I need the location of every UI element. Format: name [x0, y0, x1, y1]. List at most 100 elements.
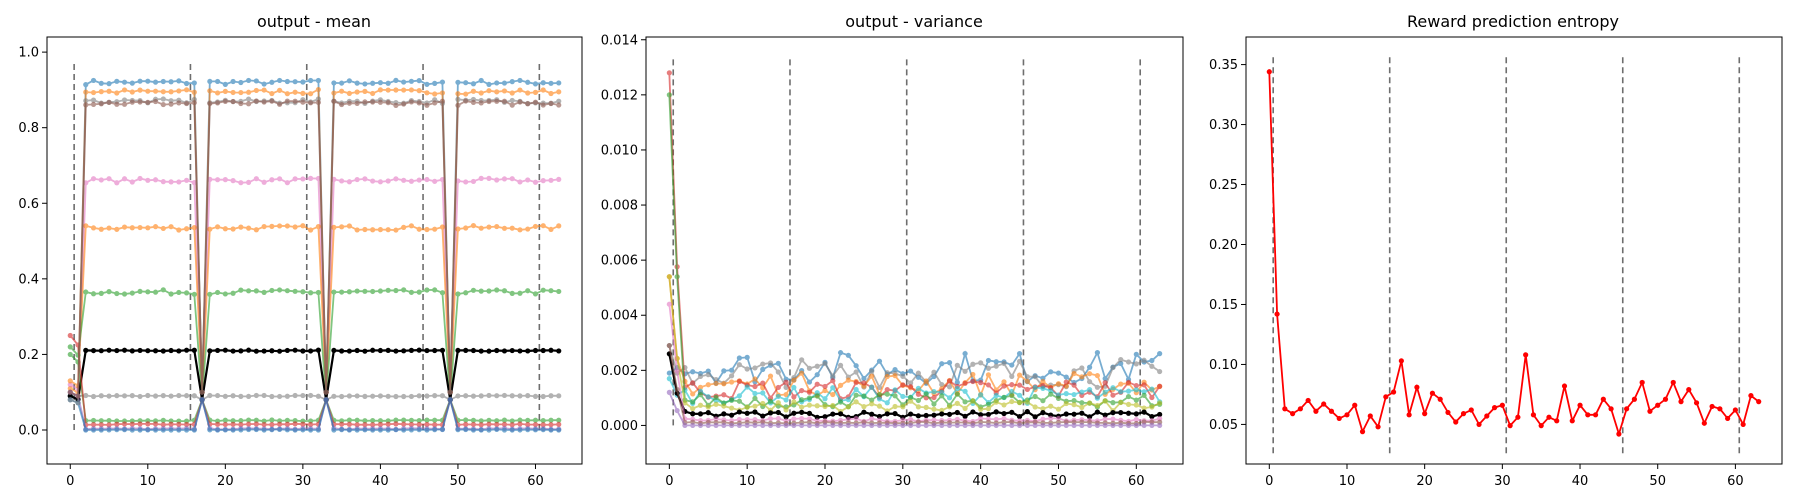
data-series	[666, 274, 1163, 415]
data-point	[300, 289, 306, 295]
data-point	[1079, 400, 1085, 406]
data-point	[1554, 418, 1560, 424]
data-point	[160, 393, 166, 399]
data-point	[152, 289, 159, 295]
data-point	[946, 422, 953, 429]
data-point	[261, 87, 267, 93]
data-point	[509, 97, 515, 104]
data-point	[385, 178, 391, 184]
data-point	[548, 347, 554, 353]
data-point	[690, 406, 696, 412]
data-point	[245, 96, 252, 102]
data-point	[775, 360, 781, 366]
data-point	[1336, 415, 1342, 422]
data-point	[455, 96, 461, 102]
data-point	[277, 421, 283, 427]
data-point	[408, 289, 415, 295]
data-point	[269, 422, 275, 428]
data-point	[401, 417, 407, 423]
data-point	[1009, 388, 1015, 395]
data-point	[845, 397, 851, 403]
data-point	[354, 288, 360, 294]
data-point	[168, 393, 174, 399]
data-point	[501, 417, 508, 423]
data-point	[277, 287, 283, 293]
data-point	[517, 427, 523, 433]
data-point	[284, 78, 290, 85]
data-point	[962, 405, 968, 412]
data-point	[1118, 422, 1124, 429]
data-point	[1016, 392, 1023, 398]
y-tick-label: 0.10	[1209, 358, 1238, 373]
data-point	[752, 409, 758, 415]
data-point	[509, 225, 515, 231]
data-point	[121, 97, 128, 103]
data-point	[682, 400, 688, 406]
data-point	[845, 404, 851, 410]
data-point	[923, 422, 929, 429]
data-point	[1087, 371, 1093, 377]
data-point	[556, 98, 562, 104]
data-point	[385, 227, 391, 233]
data-point	[478, 90, 484, 96]
data-point	[90, 393, 97, 400]
data-point	[978, 380, 984, 386]
data-point	[939, 381, 945, 388]
data-point	[354, 347, 360, 354]
data-point	[83, 427, 89, 433]
data-point	[408, 178, 415, 184]
data-series	[666, 389, 1163, 429]
series-line	[69, 288, 559, 400]
series-line	[668, 304, 1160, 423]
data-point	[1040, 422, 1046, 429]
data-point	[463, 393, 469, 399]
data-point	[393, 417, 399, 423]
data-point	[837, 411, 844, 417]
data-point	[1133, 361, 1139, 367]
data-point	[1297, 406, 1303, 412]
data-point	[222, 81, 228, 87]
series-line	[69, 396, 559, 431]
data-point	[767, 373, 774, 379]
data-point	[1024, 399, 1030, 405]
data-point	[245, 417, 252, 423]
data-point	[315, 77, 321, 84]
data-point	[230, 427, 236, 433]
data-point	[238, 393, 244, 399]
data-point	[1009, 382, 1015, 388]
data-point	[90, 291, 97, 297]
data-point	[463, 179, 469, 185]
data-point	[1009, 398, 1015, 405]
data-point	[806, 389, 813, 395]
data-point	[424, 421, 430, 428]
data-point	[1040, 406, 1046, 412]
data-point	[393, 287, 399, 294]
series-line	[69, 79, 559, 401]
data-point	[191, 225, 197, 231]
data-point	[106, 289, 112, 295]
data-point	[985, 365, 992, 371]
data-point	[83, 392, 89, 399]
data-point	[137, 99, 143, 105]
data-point	[114, 427, 120, 433]
data-point	[1670, 379, 1676, 386]
data-point	[1040, 410, 1046, 416]
data-point	[346, 421, 352, 427]
data-point	[90, 89, 97, 96]
data-point	[729, 422, 735, 429]
data-point	[666, 70, 672, 76]
data-point	[970, 378, 976, 385]
y-tick-label: 0.25	[1209, 178, 1238, 193]
data-point	[744, 366, 750, 372]
data-point	[470, 178, 477, 185]
data-point	[752, 395, 758, 401]
data-point	[690, 399, 696, 405]
series-line	[668, 276, 1161, 413]
data-point	[377, 418, 384, 424]
y-tick-label: 0.014	[601, 33, 638, 48]
data-point	[339, 178, 345, 184]
data-point	[199, 397, 205, 403]
data-point	[455, 102, 461, 108]
data-point	[923, 404, 929, 410]
data-point	[517, 87, 523, 93]
